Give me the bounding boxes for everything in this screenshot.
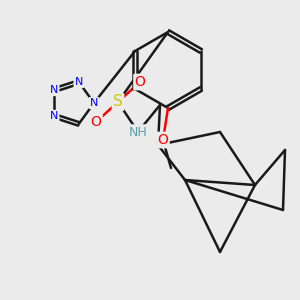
Text: N: N: [50, 111, 58, 121]
Text: NH: NH: [129, 125, 147, 139]
Text: O: O: [135, 75, 146, 89]
Text: S: S: [113, 94, 123, 110]
Text: O: O: [91, 115, 101, 129]
Text: O: O: [158, 133, 168, 147]
Text: N: N: [50, 85, 58, 95]
Text: N: N: [75, 77, 83, 87]
Text: N: N: [90, 98, 98, 108]
